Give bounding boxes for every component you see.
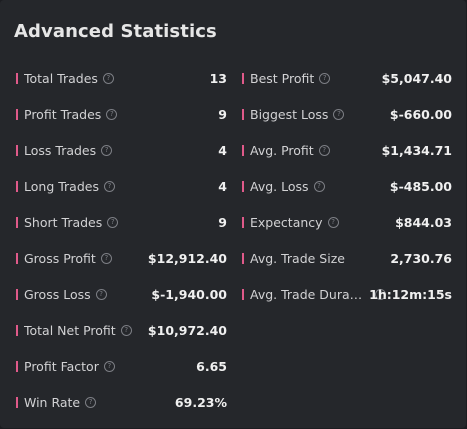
stat-row-avg-trade-size: Avg. Trade Size 2,730.76 xyxy=(242,240,452,276)
accent-bar xyxy=(16,144,18,156)
stat-row-avg-profit: Avg. Profit ? $1,434.71 xyxy=(242,132,452,168)
stat-row-expectancy: Expectancy ? $844.03 xyxy=(242,204,452,240)
info-icon[interactable]: ? xyxy=(103,180,115,192)
stat-row-gross-loss: Gross Loss ? $-1,940.00 xyxy=(16,276,227,312)
stat-value: $5,047.40 xyxy=(381,70,452,86)
stat-label: Expectancy xyxy=(250,214,323,230)
info-icon[interactable]: ? xyxy=(102,72,114,84)
info-icon[interactable]: ? xyxy=(327,216,339,228)
stat-value: 1h:12m:15s xyxy=(369,286,452,302)
stat-label: Gross Loss xyxy=(24,286,91,302)
stat-label: Best Profit xyxy=(250,70,315,86)
info-icon[interactable]: ? xyxy=(100,252,112,264)
stat-row-win-rate: Win Rate ? 69.23% xyxy=(16,384,227,420)
stat-value: 6.65 xyxy=(196,358,227,374)
stat-value: 9 xyxy=(218,214,227,230)
stat-row-gross-profit: Gross Profit ? $12,912.40 xyxy=(16,240,227,276)
stat-row-biggest-loss: Biggest Loss ? $-660.00 xyxy=(242,96,452,132)
stat-row-profit-trades: Profit Trades ? 9 xyxy=(16,96,227,132)
stat-value: 13 xyxy=(209,70,227,86)
stat-label: Avg. Profit xyxy=(250,142,314,158)
stat-row-avg-loss: Avg. Loss ? $-485.00 xyxy=(242,168,452,204)
stat-value: $844.03 xyxy=(395,214,452,230)
stat-label: Total Net Profit xyxy=(24,322,116,338)
accent-bar xyxy=(16,360,18,372)
stat-label: Gross Profit xyxy=(24,250,96,266)
info-icon[interactable]: ? xyxy=(85,396,97,408)
stat-value: $12,912.40 xyxy=(147,250,227,266)
stat-value: $10,972.40 xyxy=(147,322,227,338)
accent-bar xyxy=(16,72,18,84)
stat-value: $1,434.71 xyxy=(381,142,452,158)
info-icon[interactable]: ? xyxy=(333,108,345,120)
accent-bar xyxy=(16,108,18,120)
accent-bar xyxy=(242,252,244,264)
stat-row-total-net-profit: Total Net Profit ? $10,972.40 xyxy=(16,312,227,348)
info-icon[interactable]: ? xyxy=(95,288,107,300)
panel-title: Advanced Statistics xyxy=(14,21,217,42)
info-icon[interactable]: ? xyxy=(103,360,115,372)
stat-value: $-485.00 xyxy=(389,178,452,194)
stat-label: Total Trades xyxy=(24,70,98,86)
accent-bar xyxy=(16,180,18,192)
accent-bar xyxy=(242,108,244,120)
stats-column-right: Best Profit ? $5,047.40 Biggest Loss ? $… xyxy=(242,60,452,312)
stat-label: Profit Factor xyxy=(24,358,99,374)
accent-bar xyxy=(242,180,244,192)
accent-bar xyxy=(16,288,18,300)
stat-row-avg-trade-duration: Avg. Trade Duration ? 1h:12m:15s xyxy=(242,276,452,312)
stat-value: 9 xyxy=(218,106,227,122)
stat-label: Biggest Loss xyxy=(250,106,329,122)
stat-label: Short Trades xyxy=(24,214,103,230)
stat-value: 2,730.76 xyxy=(390,250,452,266)
stat-row-total-trades: Total Trades ? 13 xyxy=(16,60,227,96)
accent-bar xyxy=(242,288,244,300)
accent-bar xyxy=(242,72,244,84)
stat-label: Win Rate xyxy=(24,394,81,410)
stat-value: 4 xyxy=(218,142,227,158)
stat-label: Profit Trades xyxy=(24,106,102,122)
info-icon[interactable]: ? xyxy=(106,108,118,120)
info-icon[interactable]: ? xyxy=(375,288,386,300)
stat-row-profit-factor: Profit Factor ? 6.65 xyxy=(16,348,227,384)
stats-column-left: Total Trades ? 13 Profit Trades ? 9 Loss… xyxy=(16,60,227,420)
accent-bar xyxy=(242,216,244,228)
info-icon[interactable]: ? xyxy=(319,72,331,84)
stat-row-loss-trades: Loss Trades ? 4 xyxy=(16,132,227,168)
stat-label: Avg. Trade Duration xyxy=(250,286,366,302)
accent-bar xyxy=(16,396,18,408)
stat-row-long-trades: Long Trades ? 4 xyxy=(16,168,227,204)
stat-value: $-1,940.00 xyxy=(151,286,227,302)
stat-label: Loss Trades xyxy=(24,142,97,158)
info-icon[interactable]: ? xyxy=(120,324,132,336)
accent-bar xyxy=(242,144,244,156)
info-icon[interactable]: ? xyxy=(313,180,325,192)
accent-bar xyxy=(16,252,18,264)
info-icon[interactable]: ? xyxy=(107,216,119,228)
stat-row-best-profit: Best Profit ? $5,047.40 xyxy=(242,60,452,96)
stat-label: Long Trades xyxy=(24,178,99,194)
stat-label: Avg. Trade Size xyxy=(250,250,345,266)
accent-bar xyxy=(16,216,18,228)
stat-value: 4 xyxy=(218,178,227,194)
info-icon[interactable]: ? xyxy=(318,144,330,156)
stat-value: $-660.00 xyxy=(389,106,452,122)
accent-bar xyxy=(16,324,18,336)
info-icon[interactable]: ? xyxy=(101,144,113,156)
stat-row-short-trades: Short Trades ? 9 xyxy=(16,204,227,240)
stat-value: 69.23% xyxy=(174,394,227,410)
stat-label: Avg. Loss xyxy=(250,178,309,194)
